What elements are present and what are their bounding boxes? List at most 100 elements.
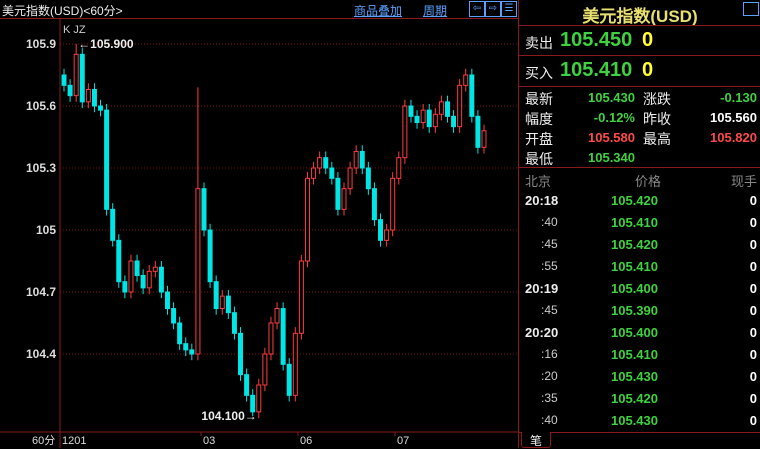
- candle-body: [353, 150, 359, 169]
- candle-body: [140, 274, 146, 289]
- candle-body: [304, 177, 310, 262]
- period-link[interactable]: 周期: [423, 4, 448, 18]
- tick-time: :20: [541, 369, 558, 383]
- candle-body: [177, 322, 183, 345]
- tick-row: :45 105.390 0: [519, 300, 760, 322]
- tick-price: 105.420: [611, 193, 658, 208]
- candle-body: [298, 260, 304, 334]
- maximize-icon[interactable]: [743, 2, 759, 16]
- candle-body: [256, 384, 262, 413]
- candle-body: [195, 188, 201, 355]
- candle-body: [469, 74, 475, 117]
- candle-body: [420, 109, 426, 124]
- candle-body: [104, 109, 110, 210]
- period-label: 60分: [32, 434, 55, 447]
- tick-price: 105.430: [611, 369, 658, 384]
- tick-time: :35: [541, 391, 558, 405]
- tick-time: :45: [541, 237, 558, 251]
- candle-body: [335, 177, 341, 210]
- candle-body: [390, 177, 396, 231]
- stat-label: 昨收: [643, 111, 671, 127]
- stat-value: 105.340: [588, 150, 635, 165]
- stat-value: 105.820: [710, 130, 757, 145]
- candle-body: [378, 219, 384, 241]
- tick-qty: 0: [749, 193, 757, 208]
- tab-ticks[interactable]: 笔: [521, 432, 551, 448]
- tick-qty: 0: [749, 413, 757, 428]
- sell-qty: 0: [642, 29, 654, 51]
- min-annotation: 104.100→: [201, 409, 256, 423]
- y-tick-label: 104.4: [26, 347, 56, 361]
- tick-qty: 0: [749, 259, 757, 274]
- candle-body: [414, 115, 420, 124]
- stat-value: 105.560: [710, 110, 757, 125]
- stat-label: 最低: [525, 151, 553, 167]
- y-tick-label: 105: [36, 223, 56, 237]
- tick-time: :55: [541, 259, 558, 273]
- candle-body: [274, 308, 280, 324]
- tick-time: :45: [541, 303, 558, 317]
- stat-label: 开盘: [525, 131, 553, 147]
- y-tick-label: 105.3: [26, 161, 56, 175]
- y-tick-label: 105.6: [26, 99, 56, 113]
- x-tick-label: 03: [203, 435, 215, 447]
- candle-body: [152, 266, 158, 272]
- candle-body: [341, 188, 347, 210]
- buy-label: 买入: [525, 65, 553, 81]
- candle-body: [280, 308, 286, 365]
- indicator-labels: K JZ: [63, 24, 86, 36]
- candle-body: [85, 88, 91, 103]
- stat-value: -0.130: [720, 90, 757, 105]
- candle-body: [207, 229, 213, 283]
- x-tick-label: 06: [300, 435, 312, 447]
- price-header: 价格: [635, 174, 662, 189]
- tick-price: 105.410: [611, 215, 658, 230]
- candle-body: [116, 239, 122, 283]
- overlay-link[interactable]: 商品叠加: [354, 4, 403, 18]
- tick-price: 105.410: [611, 259, 658, 274]
- candle-body: [201, 188, 207, 231]
- tick-row: 20:18 105.420 0: [519, 190, 760, 212]
- chart-title: 美元指数(USD)<60分>: [2, 4, 123, 18]
- tick-time: 20:20: [525, 325, 559, 340]
- tick-price: 105.420: [611, 391, 658, 406]
- y-tick-label: 104.7: [26, 285, 56, 299]
- x-tick-label: 07: [397, 435, 409, 447]
- arrow-right-icon[interactable]: ⇨: [485, 1, 501, 17]
- candle-body: [268, 322, 274, 355]
- tick-qty: 0: [749, 237, 757, 252]
- candle-body: [402, 105, 408, 159]
- candle-body: [146, 270, 152, 289]
- layout-icon[interactable]: ☰: [501, 1, 517, 17]
- x-tick-label: 1201: [62, 435, 86, 447]
- tick-price: 105.420: [611, 237, 658, 252]
- candle-body: [371, 188, 377, 221]
- candle-body: [408, 105, 414, 117]
- candle-body: [73, 53, 79, 97]
- candle-body: [244, 374, 250, 396]
- candle-body: [110, 208, 116, 241]
- candle-body: [359, 150, 365, 169]
- candle-body: [286, 363, 292, 396]
- candle-body: [311, 167, 317, 179]
- candle-body: [213, 281, 219, 310]
- arrow-left-icon[interactable]: ⇦: [469, 1, 485, 17]
- candle-body: [347, 167, 353, 190]
- candle-body: [426, 109, 432, 128]
- candle-body: [384, 229, 390, 241]
- tick-price: 105.400: [611, 281, 658, 296]
- candle-body: [317, 157, 323, 169]
- candle-body: [329, 167, 335, 179]
- candle-body: [444, 101, 450, 117]
- candle-body: [91, 88, 97, 107]
- tick-row: :20 105.430 0: [519, 366, 760, 388]
- tick-time: 20:19: [525, 281, 559, 296]
- tick-price: 105.410: [611, 347, 658, 362]
- tick-qty: 0: [749, 325, 757, 340]
- tick-time: :40: [541, 215, 558, 229]
- candle-body: [183, 343, 189, 351]
- candlestick-chart[interactable]: 105.9 105.6 105.3 105 104.7 104.4 1201 03 06 07 60…: [0, 19, 518, 448]
- candle-body: [79, 53, 85, 103]
- tick-price: 105.390: [611, 303, 658, 318]
- candle-body: [292, 332, 298, 396]
